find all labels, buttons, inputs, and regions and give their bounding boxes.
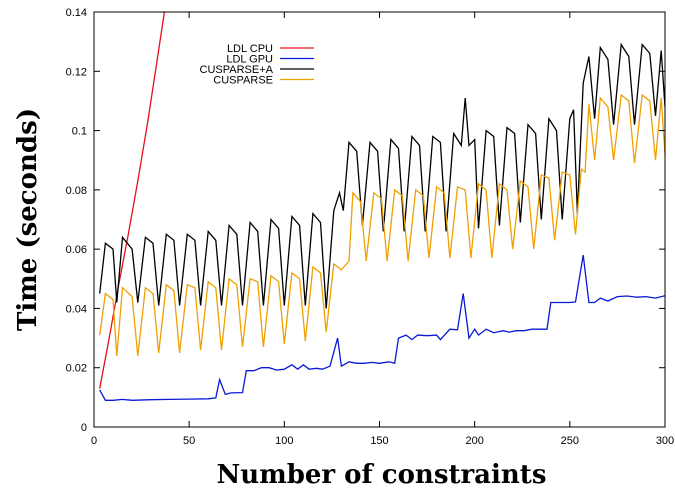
y-tick-label: 0.12 [66,66,87,78]
legend-label-ldl-cpu: LDL CPU [227,43,273,55]
x-tick-label: 150 [370,435,388,447]
y-tick-label: 0.06 [66,244,87,256]
series-line-cusparse-a [99,42,665,309]
axis-ticks: 0 50 100 150 200 250 300 0 0.02 0.04 0.06 0.08 0.1 0.… [66,7,675,447]
x-tick-label: 100 [275,435,293,447]
series-line-ldl-cpu [99,12,166,389]
y-tick-label: 0.02 [66,363,87,375]
legend-label-ldl-gpu: LDL GPU [226,54,273,66]
y-tick-label: 0.14 [66,7,87,19]
series-line-cusparse [99,93,665,356]
x-tick-label: 250 [561,435,579,447]
x-axis-title: Number of constraints [217,460,547,490]
x-tick-label: 300 [656,435,674,447]
x-tick-label: 200 [465,435,483,447]
y-tick-label: 0.04 [66,303,87,315]
legend-label-cusparse: CUSPARSE [213,75,273,87]
legend-label-cusparse-a: CUSPARSE+A [200,64,274,76]
x-tick-label: 50 [183,435,195,447]
y-tick-label: 0.08 [66,185,87,197]
y-tick-label: 0.1 [72,126,87,138]
plot-frame [93,11,666,428]
x-tick-label: 0 [91,435,97,447]
y-axis-title: Time (seconds) [13,108,43,331]
series-line-ldl-gpu [99,254,665,401]
y-tick-label: 0 [81,422,87,434]
plot-lines [99,12,665,401]
